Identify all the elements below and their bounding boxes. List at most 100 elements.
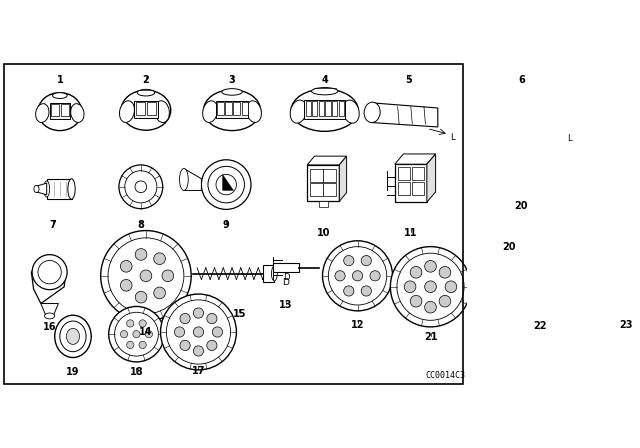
Ellipse shape <box>121 90 171 130</box>
Circle shape <box>600 257 640 310</box>
Circle shape <box>516 220 520 225</box>
Circle shape <box>575 209 579 213</box>
Ellipse shape <box>520 277 531 289</box>
Circle shape <box>536 197 540 202</box>
Polygon shape <box>427 154 436 202</box>
Circle shape <box>390 246 470 327</box>
Ellipse shape <box>70 103 84 122</box>
Circle shape <box>180 314 190 324</box>
Circle shape <box>548 185 553 190</box>
Text: 6: 6 <box>518 75 525 85</box>
Circle shape <box>503 220 507 225</box>
Bar <box>225 102 232 115</box>
Circle shape <box>536 288 556 308</box>
Bar <box>412 167 424 180</box>
Bar <box>312 101 317 116</box>
Text: 13: 13 <box>279 300 292 310</box>
Circle shape <box>207 340 217 350</box>
Circle shape <box>568 197 573 202</box>
Polygon shape <box>307 156 347 165</box>
Circle shape <box>208 166 244 203</box>
Text: 9: 9 <box>223 220 230 230</box>
Bar <box>323 183 337 196</box>
Circle shape <box>135 249 147 260</box>
Circle shape <box>516 185 520 190</box>
Circle shape <box>636 279 640 288</box>
Circle shape <box>556 209 559 213</box>
Circle shape <box>575 220 579 225</box>
Circle shape <box>575 197 579 202</box>
Circle shape <box>193 308 204 318</box>
Circle shape <box>496 220 500 225</box>
Circle shape <box>38 260 61 284</box>
Circle shape <box>509 197 514 202</box>
Circle shape <box>193 346 204 356</box>
Circle shape <box>120 260 132 272</box>
Circle shape <box>529 197 533 202</box>
Ellipse shape <box>52 93 67 99</box>
Circle shape <box>575 185 579 190</box>
Circle shape <box>496 185 500 190</box>
Circle shape <box>139 341 147 349</box>
Text: 2: 2 <box>143 75 149 85</box>
Bar <box>216 101 248 118</box>
Bar <box>395 164 427 202</box>
Bar <box>50 103 70 119</box>
Circle shape <box>115 312 158 356</box>
Circle shape <box>496 197 500 202</box>
Text: 3: 3 <box>228 75 236 85</box>
Circle shape <box>621 279 630 288</box>
Circle shape <box>109 306 164 362</box>
Bar <box>323 168 337 182</box>
Ellipse shape <box>60 321 86 352</box>
Circle shape <box>353 271 363 281</box>
Bar <box>234 102 240 115</box>
Circle shape <box>629 266 637 275</box>
Circle shape <box>614 291 623 300</box>
Circle shape <box>562 220 566 225</box>
Circle shape <box>328 246 387 305</box>
Circle shape <box>529 185 533 190</box>
Bar <box>262 265 275 282</box>
Circle shape <box>108 238 184 314</box>
Circle shape <box>542 220 547 225</box>
Text: 17: 17 <box>192 366 205 375</box>
Ellipse shape <box>312 87 338 95</box>
Bar <box>304 100 345 119</box>
Bar <box>136 102 145 115</box>
Text: 22: 22 <box>533 321 547 331</box>
Polygon shape <box>41 304 58 316</box>
Ellipse shape <box>55 315 92 358</box>
Text: 4: 4 <box>321 75 328 85</box>
Ellipse shape <box>480 102 495 125</box>
Text: 1: 1 <box>56 75 63 85</box>
Ellipse shape <box>203 101 218 122</box>
Bar <box>273 263 299 272</box>
Circle shape <box>133 331 140 338</box>
Polygon shape <box>395 154 436 164</box>
Circle shape <box>439 295 451 307</box>
Polygon shape <box>31 260 66 304</box>
Circle shape <box>439 267 451 278</box>
Ellipse shape <box>204 90 260 131</box>
Ellipse shape <box>593 199 600 214</box>
Text: D: D <box>283 278 289 287</box>
Text: 16: 16 <box>43 322 56 332</box>
Text: 11: 11 <box>404 228 417 238</box>
Circle shape <box>562 209 566 213</box>
Text: 21: 21 <box>424 332 437 342</box>
Circle shape <box>32 254 67 290</box>
Circle shape <box>503 185 507 190</box>
Polygon shape <box>184 168 202 190</box>
Circle shape <box>536 209 540 213</box>
Circle shape <box>145 331 152 338</box>
Text: L: L <box>450 133 454 142</box>
Circle shape <box>135 181 147 193</box>
Circle shape <box>509 185 514 190</box>
Circle shape <box>562 185 566 190</box>
Circle shape <box>135 291 147 303</box>
Circle shape <box>166 300 230 364</box>
Circle shape <box>516 197 520 202</box>
Text: 8: 8 <box>138 220 144 230</box>
Circle shape <box>335 271 345 281</box>
